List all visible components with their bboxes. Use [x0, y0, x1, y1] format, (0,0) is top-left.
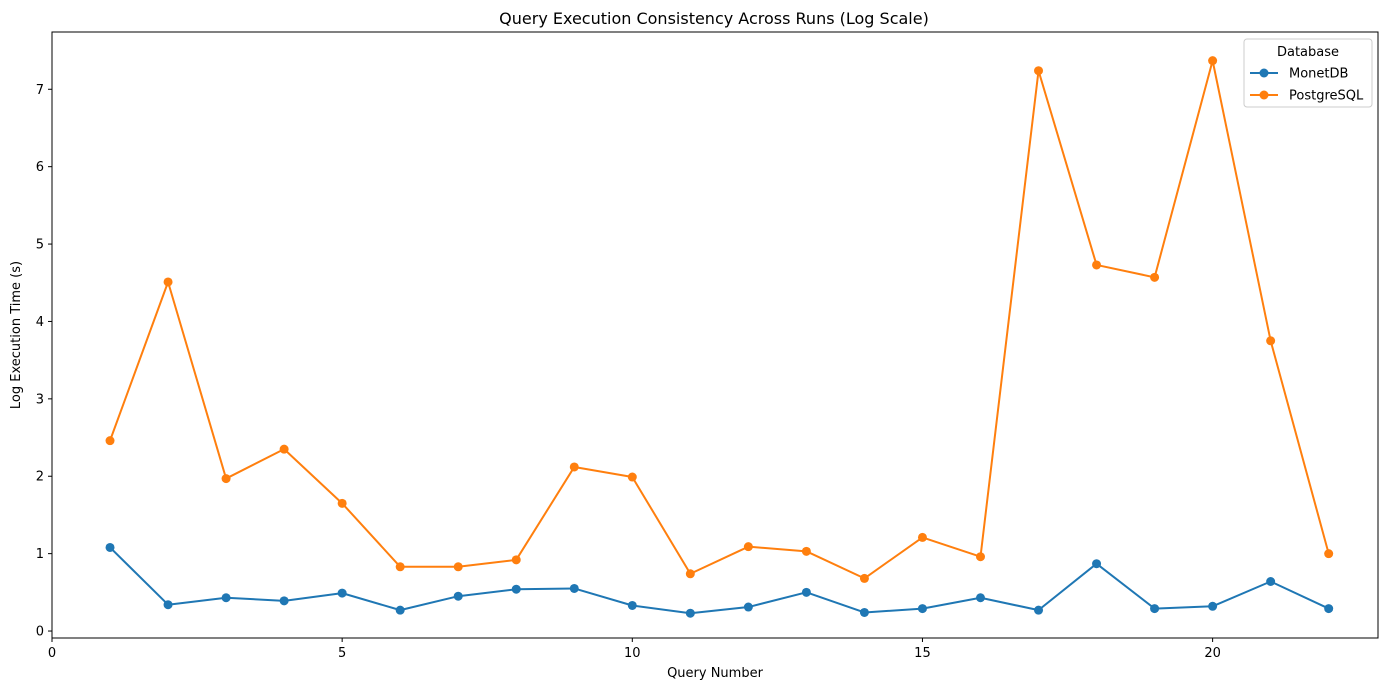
data-point-monetdb	[1266, 577, 1276, 587]
data-point-postgresql	[1092, 260, 1102, 270]
data-point-postgresql	[975, 552, 985, 562]
data-point-monetdb	[917, 604, 927, 614]
data-point-postgresql	[743, 542, 753, 552]
x-tick-label: 20	[1204, 646, 1221, 661]
data-point-postgresql	[1150, 272, 1160, 282]
y-tick-label: 5	[36, 238, 44, 253]
data-point-monetdb	[1092, 559, 1102, 569]
x-tick-label: 10	[624, 646, 641, 661]
data-point-postgresql	[917, 532, 927, 542]
data-point-monetdb	[279, 596, 289, 606]
data-point-postgresql	[337, 498, 347, 508]
x-tick-label: 5	[338, 646, 346, 661]
legend-box	[1243, 38, 1373, 108]
x-axis-label: Query Number	[667, 666, 764, 681]
data-point-monetdb	[395, 605, 405, 615]
data-point-postgresql	[1324, 549, 1334, 559]
y-tick-label: 4	[36, 315, 44, 330]
data-point-monetdb	[743, 602, 753, 612]
data-point-monetdb	[337, 588, 347, 598]
data-point-postgresql	[859, 573, 869, 583]
x-axis-ticks: 0 5 10 15 20	[48, 638, 1221, 661]
legend-marker-monetdb	[1259, 68, 1269, 78]
chart-title: Query Execution Consistency Across Runs …	[499, 9, 929, 28]
data-point-monetdb	[627, 600, 637, 610]
series-line-monetdb	[109, 546, 1330, 615]
legend-label-postgresql: PostgreSQL	[1289, 89, 1364, 104]
data-point-postgresql	[1266, 336, 1276, 346]
data-point-postgresql	[801, 546, 811, 556]
data-point-monetdb	[453, 591, 463, 601]
data-point-monetdb	[105, 542, 115, 552]
data-point-monetdb	[163, 600, 173, 610]
data-point-monetdb	[221, 593, 231, 603]
data-point-monetdb	[859, 607, 869, 617]
data-point-postgresql	[163, 277, 173, 287]
legend-title: Database	[1277, 45, 1339, 60]
series-layer	[105, 56, 1334, 618]
plot-area	[51, 31, 1379, 639]
x-tick-label: 15	[914, 646, 931, 661]
data-point-postgresql	[105, 436, 115, 446]
data-point-postgresql	[453, 562, 463, 572]
data-point-postgresql	[569, 462, 579, 472]
legend-label-monetdb: MonetDB	[1289, 67, 1348, 82]
y-axis-ticks: 0 1 2 3 4 5 6 7	[36, 83, 52, 640]
data-point-monetdb	[975, 593, 985, 603]
data-point-postgresql	[395, 562, 405, 572]
data-point-postgresql	[1208, 56, 1218, 66]
y-tick-label: 0	[36, 625, 44, 640]
data-point-postgresql	[279, 444, 289, 454]
data-point-monetdb	[511, 584, 521, 594]
data-point-monetdb	[1034, 605, 1044, 615]
y-axis-label: Log Execution Time (s)	[9, 261, 24, 409]
y-tick-label: 6	[36, 160, 44, 175]
data-point-postgresql	[627, 472, 637, 482]
data-point-postgresql	[685, 569, 695, 579]
y-tick-label: 7	[36, 83, 44, 98]
y-tick-label: 3	[36, 392, 44, 407]
data-point-postgresql	[511, 555, 521, 565]
data-point-monetdb	[1208, 601, 1218, 611]
series-line-postgresql	[109, 59, 1330, 580]
legend-entries: MonetDB PostgreSQL	[1250, 67, 1364, 104]
data-point-monetdb	[1150, 604, 1160, 614]
legend: Database MonetDB PostgreSQL	[1243, 38, 1373, 108]
data-point-postgresql	[1034, 66, 1044, 76]
y-tick-label: 1	[36, 547, 44, 562]
data-point-monetdb	[685, 608, 695, 618]
data-point-monetdb	[569, 583, 579, 593]
legend-marker-postgresql	[1259, 90, 1269, 100]
data-point-monetdb	[801, 587, 811, 597]
y-tick-label: 2	[36, 470, 44, 485]
x-tick-label: 0	[48, 646, 56, 661]
data-point-postgresql	[221, 474, 231, 484]
data-point-monetdb	[1324, 604, 1334, 614]
